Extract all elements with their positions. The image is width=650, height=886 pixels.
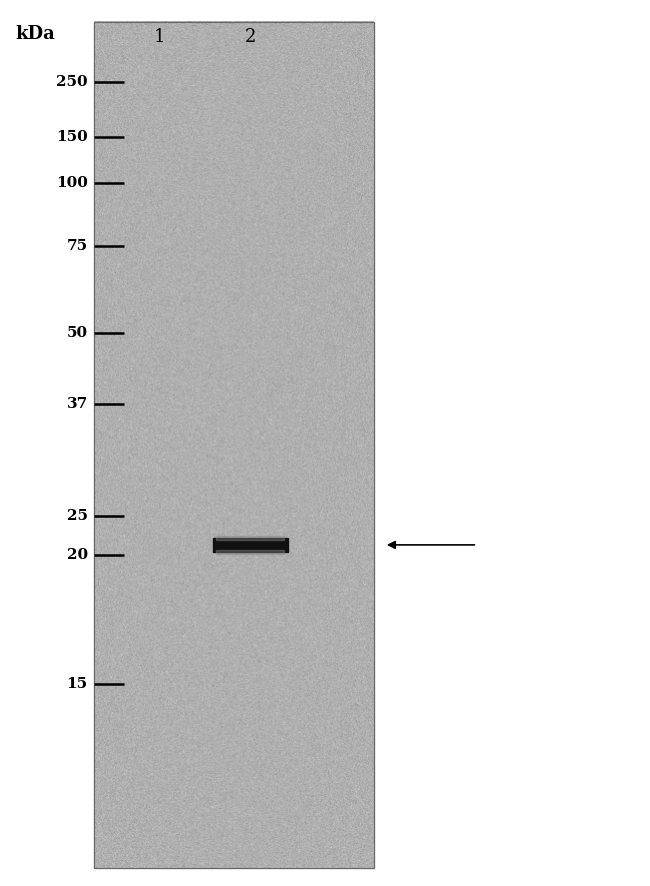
Text: 75: 75 <box>66 239 88 253</box>
Text: 20: 20 <box>66 548 88 562</box>
Bar <box>216 536 285 540</box>
Bar <box>213 538 287 552</box>
Text: 1: 1 <box>153 28 165 46</box>
Text: 25: 25 <box>67 509 88 523</box>
Text: kDa: kDa <box>16 25 56 43</box>
Text: 37: 37 <box>66 397 88 411</box>
Text: 100: 100 <box>56 176 88 190</box>
Text: 15: 15 <box>66 677 88 691</box>
Bar <box>94 22 374 868</box>
Text: 250: 250 <box>56 74 88 89</box>
Text: 50: 50 <box>66 326 88 340</box>
Bar <box>94 22 374 868</box>
Bar <box>216 550 285 554</box>
Text: 2: 2 <box>244 28 256 46</box>
Text: 150: 150 <box>56 130 88 144</box>
